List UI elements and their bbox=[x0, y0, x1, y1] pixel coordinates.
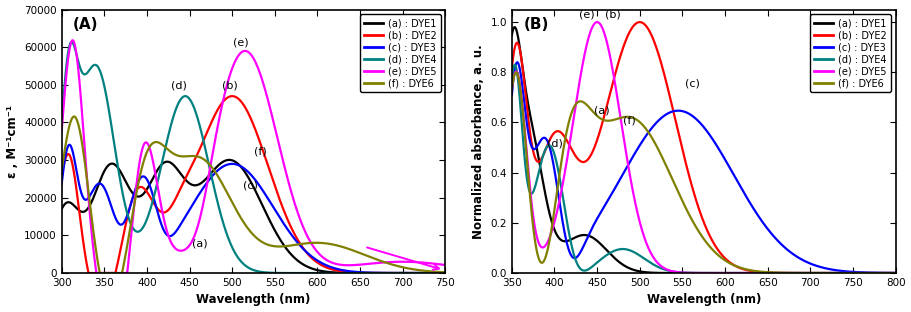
Text: (f): (f) bbox=[623, 116, 636, 126]
Text: (a): (a) bbox=[192, 239, 208, 249]
Text: (c): (c) bbox=[685, 78, 700, 88]
Text: (e): (e) bbox=[233, 37, 249, 47]
Text: (a): (a) bbox=[594, 106, 609, 116]
Legend: (a) : DYE1, (b) : DYE2, (c) : DYE3, (d) : DYE4, (e) : DYE5, (f) : DYE6: (a) : DYE1, (b) : DYE2, (c) : DYE3, (d) … bbox=[810, 14, 891, 92]
Text: (f): (f) bbox=[254, 146, 267, 156]
Text: (e): (e) bbox=[579, 9, 595, 19]
Y-axis label: ε , M⁻¹cm⁻¹: ε , M⁻¹cm⁻¹ bbox=[5, 105, 18, 178]
Text: (d): (d) bbox=[170, 80, 187, 90]
Text: (b): (b) bbox=[221, 80, 238, 90]
Text: (B): (B) bbox=[523, 17, 548, 32]
Y-axis label: Normalized absorbance, a. u.: Normalized absorbance, a. u. bbox=[472, 44, 485, 239]
Text: (A): (A) bbox=[73, 17, 98, 32]
Legend: (a) : DYE1, (b) : DYE2, (c) : DYE3, (d) : DYE4, (e) : DYE5, (f) : DYE6: (a) : DYE1, (b) : DYE2, (c) : DYE3, (d) … bbox=[360, 14, 441, 92]
Text: (c): (c) bbox=[243, 180, 259, 190]
Text: (d): (d) bbox=[547, 138, 562, 148]
Text: (b): (b) bbox=[605, 9, 620, 19]
X-axis label: Wavelength (nm): Wavelength (nm) bbox=[647, 294, 761, 306]
X-axis label: Wavelength (nm): Wavelength (nm) bbox=[196, 294, 311, 306]
